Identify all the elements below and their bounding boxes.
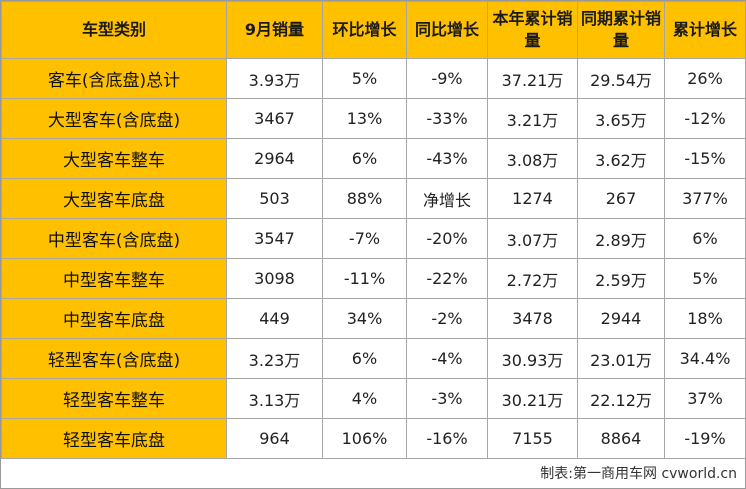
- header-cell-prior-ytd-sales: 同期累计销量: [577, 1, 665, 59]
- cell-ytd-sales: 3.08万: [487, 138, 578, 179]
- cell-category: 中型客车底盘: [1, 298, 227, 339]
- table-row: 大型客车整车 2964 6% -43% 3.08万 3.62万 -15%: [1, 138, 746, 179]
- cell-mom-growth: 6%: [322, 138, 407, 179]
- cell-category: 客车(含底盘)总计: [1, 58, 227, 99]
- cell-category: 轻型客车底盘: [1, 418, 227, 459]
- cell-prior-ytd-sales: 2.59万: [577, 258, 665, 299]
- cell-yoy-growth: -22%: [406, 258, 488, 299]
- cell-yoy-growth: -33%: [406, 98, 488, 139]
- cell-prior-ytd-sales: 2.89万: [577, 218, 665, 259]
- cell-prior-ytd-sales: 3.65万: [577, 98, 665, 139]
- cell-mom-growth: 13%: [322, 98, 407, 139]
- cell-prior-ytd-sales: 8864: [577, 418, 665, 459]
- header-cell-cumulative-growth: 累计增长: [664, 1, 746, 59]
- cell-cumulative-growth: 6%: [664, 218, 746, 259]
- cell-yoy-growth: -3%: [406, 378, 488, 419]
- cell-ytd-sales: 37.21万: [487, 58, 578, 99]
- cell-mom-growth: 4%: [322, 378, 407, 419]
- cell-yoy-growth: 净增长: [406, 178, 488, 219]
- cell-yoy-growth: -2%: [406, 298, 488, 339]
- cell-yoy-growth: -9%: [406, 58, 488, 99]
- cell-sept-sales: 3.13万: [226, 378, 323, 419]
- cell-sept-sales: 964: [226, 418, 323, 459]
- cell-cumulative-growth: 5%: [664, 258, 746, 299]
- table-row: 中型客车(含底盘) 3547 -7% -20% 3.07万 2.89万 6%: [1, 218, 746, 259]
- cell-mom-growth: -11%: [322, 258, 407, 299]
- cell-yoy-growth: -4%: [406, 338, 488, 379]
- table-row: 大型客车(含底盘) 3467 13% -33% 3.21万 3.65万 -12%: [1, 98, 746, 139]
- cell-ytd-sales: 1274: [487, 178, 578, 219]
- cell-yoy-growth: -16%: [406, 418, 488, 459]
- table-row: 大型客车底盘 503 88% 净增长 1274 267 377%: [1, 178, 746, 219]
- cell-sept-sales: 449: [226, 298, 323, 339]
- cell-cumulative-growth: -12%: [664, 98, 746, 139]
- cell-mom-growth: 5%: [322, 58, 407, 99]
- header-row: 车型类别 9月销量 环比增长 同比增长 本年累计销量 同期累计销量 累计增长: [1, 1, 746, 59]
- table-body: 客车(含底盘)总计 3.93万 5% -9% 37.21万 29.54万 26% 大型客车(含…: [1, 58, 746, 459]
- cell-prior-ytd-sales: 22.12万: [577, 378, 665, 419]
- cell-category: 大型客车底盘: [1, 178, 227, 219]
- table-row: 轻型客车底盘 964 106% -16% 7155 8864 -19%: [1, 418, 746, 459]
- cell-sept-sales: 3.23万: [226, 338, 323, 379]
- cell-mom-growth: 6%: [322, 338, 407, 379]
- cell-sept-sales: 3547: [226, 218, 323, 259]
- cell-ytd-sales: 2.72万: [487, 258, 578, 299]
- cell-sept-sales: 2964: [226, 138, 323, 179]
- cell-prior-ytd-sales: 23.01万: [577, 338, 665, 379]
- cell-ytd-sales: 3478: [487, 298, 578, 339]
- cell-sept-sales: 3098: [226, 258, 323, 299]
- cell-mom-growth: 34%: [322, 298, 407, 339]
- cell-category: 大型客车整车: [1, 138, 227, 179]
- cell-mom-growth: 88%: [322, 178, 407, 219]
- cell-cumulative-growth: 26%: [664, 58, 746, 99]
- cell-mom-growth: -7%: [322, 218, 407, 259]
- cell-sept-sales: 503: [226, 178, 323, 219]
- cell-category: 轻型客车(含底盘): [1, 338, 227, 379]
- cell-mom-growth: 106%: [322, 418, 407, 459]
- cell-prior-ytd-sales: 29.54万: [577, 58, 665, 99]
- cell-category: 轻型客车整车: [1, 378, 227, 419]
- cell-category: 中型客车整车: [1, 258, 227, 299]
- table-row: 轻型客车(含底盘) 3.23万 6% -4% 30.93万 23.01万 34.4%: [1, 338, 746, 379]
- cell-cumulative-growth: 377%: [664, 178, 746, 219]
- table-row: 轻型客车整车 3.13万 4% -3% 30.21万 22.12万 37%: [1, 378, 746, 419]
- cell-yoy-growth: -20%: [406, 218, 488, 259]
- table-row: 中型客车底盘 449 34% -2% 3478 2944 18%: [1, 298, 746, 339]
- cell-cumulative-growth: -19%: [664, 418, 746, 459]
- header-cell-yoy-growth: 同比增长: [406, 1, 488, 59]
- cell-ytd-sales: 30.93万: [487, 338, 578, 379]
- cell-prior-ytd-sales: 2944: [577, 298, 665, 339]
- cell-prior-ytd-sales: 267: [577, 178, 665, 219]
- cell-cumulative-growth: 34.4%: [664, 338, 746, 379]
- cell-ytd-sales: 3.07万: [487, 218, 578, 259]
- cell-ytd-sales: 3.21万: [487, 98, 578, 139]
- cell-sept-sales: 3.93万: [226, 58, 323, 99]
- header-cell-sept-sales: 9月销量: [226, 1, 323, 59]
- source-credit: 制表:第一商用车网 cvworld.cn: [540, 466, 737, 482]
- cell-cumulative-growth: 18%: [664, 298, 746, 339]
- bus-sales-table: 车型类别 9月销量 环比增长 同比增长 本年累计销量 同期累计销量 累计增长 客…: [1, 1, 746, 459]
- cell-category: 中型客车(含底盘): [1, 218, 227, 259]
- cell-prior-ytd-sales: 3.62万: [577, 138, 665, 179]
- cell-sept-sales: 3467: [226, 98, 323, 139]
- table-row: 中型客车整车 3098 -11% -22% 2.72万 2.59万 5%: [1, 258, 746, 299]
- cell-category: 大型客车(含底盘): [1, 98, 227, 139]
- header-cell-mom-growth: 环比增长: [322, 1, 407, 59]
- cell-cumulative-growth: -15%: [664, 138, 746, 179]
- header-cell-ytd-sales: 本年累计销量: [487, 1, 578, 59]
- table-row: 客车(含底盘)总计 3.93万 5% -9% 37.21万 29.54万 26%: [1, 58, 746, 99]
- cell-yoy-growth: -43%: [406, 138, 488, 179]
- cell-ytd-sales: 7155: [487, 418, 578, 459]
- cell-ytd-sales: 30.21万: [487, 378, 578, 419]
- cell-cumulative-growth: 37%: [664, 378, 746, 419]
- header-cell-category: 车型类别: [1, 1, 227, 59]
